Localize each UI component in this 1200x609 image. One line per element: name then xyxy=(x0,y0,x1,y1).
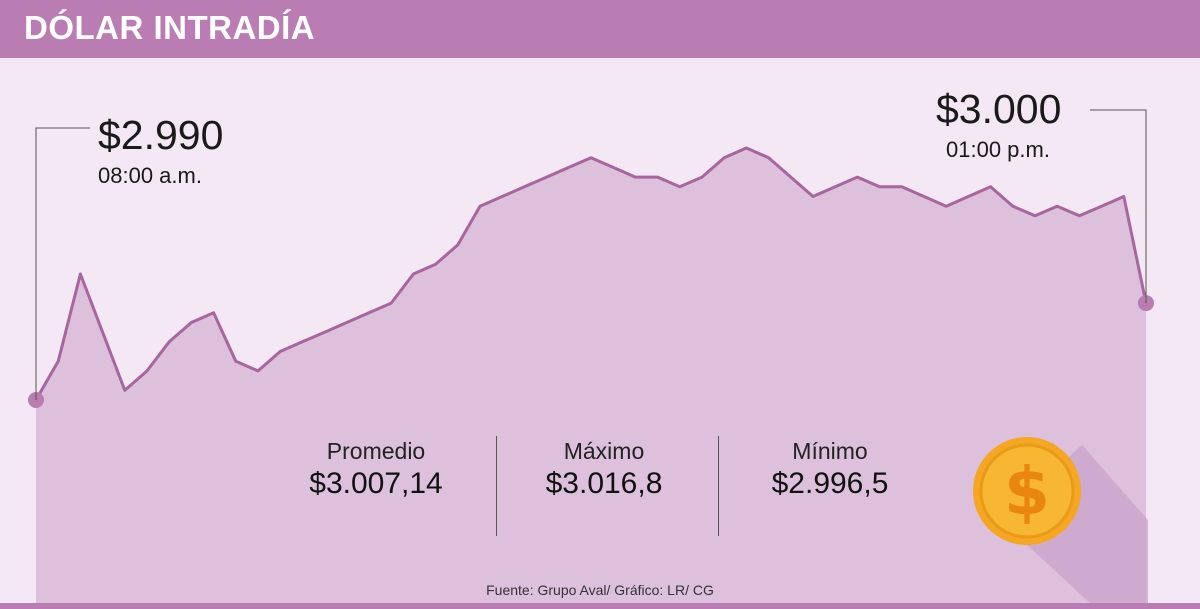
stat-min-value: $2.996,5 xyxy=(771,467,889,500)
stat-min: Mínimo $2.996,5 xyxy=(720,438,940,501)
stat-min-label: Mínimo xyxy=(792,438,868,464)
stat-max: Máximo $3.016,8 xyxy=(494,438,714,501)
price-area xyxy=(36,148,1146,603)
header-bar: DÓLAR INTRADÍA xyxy=(0,0,1200,58)
stat-average-value: $3.007,14 xyxy=(309,467,443,500)
stat-divider xyxy=(718,436,719,536)
stat-average: Promedio $3.007,14 xyxy=(266,438,486,501)
end-price-label: $3.000 xyxy=(936,86,1062,132)
stat-max-label: Máximo xyxy=(563,438,645,464)
start-price-label: $2.990 xyxy=(98,112,224,158)
start-time-label: 08:00 a.m. xyxy=(98,163,202,188)
stat-average-label: Promedio xyxy=(326,438,426,464)
dollar-coin-icon: $ xyxy=(973,437,1148,603)
source-note: Fuente: Grupo Aval/ Gráfico: LR/ CG xyxy=(486,582,714,598)
end-leader-line xyxy=(1090,109,1147,304)
stat-divider xyxy=(496,436,497,536)
svg-text:$: $ xyxy=(1004,453,1050,530)
page-title: DÓLAR INTRADÍA xyxy=(24,9,316,46)
bottom-bar xyxy=(0,603,1200,609)
start-leader-line xyxy=(35,127,90,400)
end-time-label: 01:00 p.m. xyxy=(946,137,1050,162)
stat-max-value: $3.016,8 xyxy=(545,467,663,500)
